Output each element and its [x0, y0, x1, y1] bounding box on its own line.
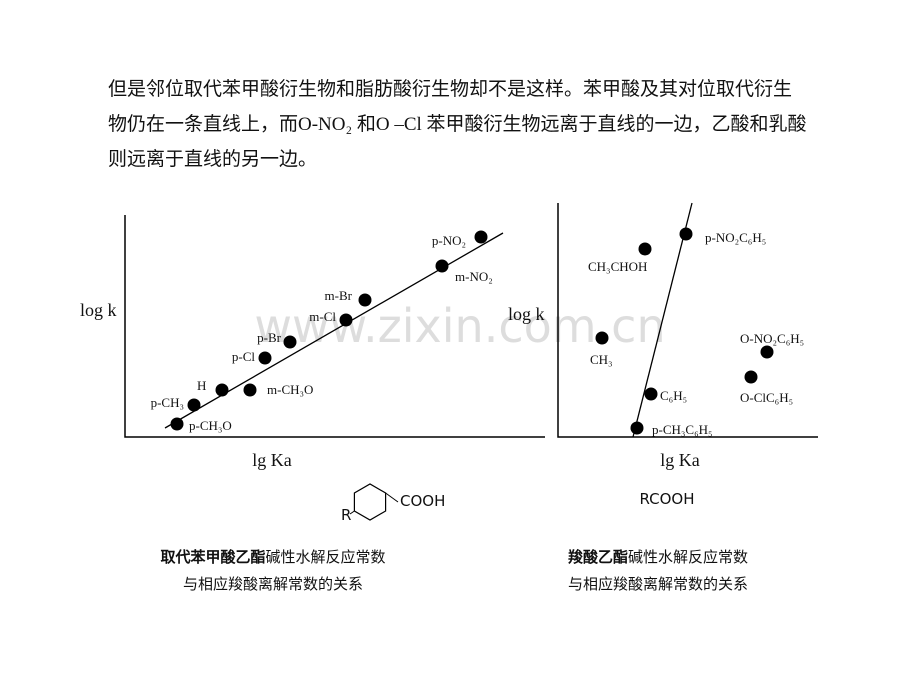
- data-point: [679, 227, 693, 241]
- paragraph: 但是邻位取代苯甲酸衍生物和脂肪酸衍生物却不是这样。苯甲酸及其对位取代衍生物仍在一…: [108, 79, 807, 170]
- data-point: [215, 383, 229, 397]
- point-label: m-CH₃O: [267, 382, 313, 397]
- formula: RCOOH: [639, 490, 694, 508]
- substituent: R: [341, 506, 351, 524]
- data-point: [474, 230, 488, 244]
- data-point: [283, 335, 297, 349]
- point-label: p-NO₂: [432, 233, 466, 248]
- data-point: [644, 387, 658, 401]
- point-label: p-CH₃O: [189, 418, 232, 433]
- axes: [124, 215, 545, 438]
- y-axis-label: log k: [508, 304, 545, 324]
- caption-bold: 取代苯甲酸乙酯: [160, 548, 265, 566]
- data-point: [630, 421, 644, 435]
- benzene-ring: [353, 483, 387, 521]
- data-point: [595, 331, 609, 345]
- point-label: CH₃: [590, 352, 613, 367]
- point-label: CH₃CHOH: [588, 259, 647, 274]
- trend-line: [632, 202, 693, 438]
- data-point: [638, 242, 652, 256]
- point-label: p-CH₃C₆H₅: [652, 422, 713, 437]
- caption: 取代苯甲酸乙酯碱性水解反应常数: [160, 548, 385, 566]
- point-label: H: [197, 378, 206, 393]
- caption-rest: 碱性水解反应常数: [266, 548, 386, 566]
- watermark: www.zixin.com.cn: [254, 299, 665, 353]
- point-label: p-Br: [257, 330, 282, 345]
- caption-line2: 与相应羧酸离解常数的关系: [183, 575, 363, 593]
- data-point: [760, 345, 774, 359]
- point-label: m-Cl: [309, 309, 336, 324]
- caption-line2: 与相应羧酸离解常数的关系: [568, 575, 748, 593]
- bond: [385, 492, 399, 503]
- axes: [557, 203, 818, 438]
- point-label: m-NO₂: [455, 269, 493, 284]
- caption: 羧酸乙酯碱性水解反应常数: [568, 548, 748, 566]
- y-axis-label: log k: [80, 300, 117, 320]
- x-axis-label: lg Ka: [252, 450, 292, 470]
- point-label: p-CH₃: [151, 395, 184, 410]
- data-point: [243, 383, 257, 397]
- caption-bold: 羧酸乙酯: [568, 548, 628, 566]
- point-label: O-NO₂C₆H₅: [740, 331, 804, 346]
- data-point: [435, 259, 449, 273]
- point-label: C₆H₅: [660, 388, 687, 403]
- bond: [349, 510, 355, 515]
- point-label: p-Cl: [232, 349, 256, 364]
- point-label: p-NO₂C₆H₅: [705, 230, 766, 245]
- data-point: [170, 417, 184, 431]
- data-point: [358, 293, 372, 307]
- data-point: [258, 351, 272, 365]
- group: COOH: [400, 492, 445, 510]
- x-axis-label: lg Ka: [660, 450, 700, 470]
- point-label: O-ClC₆H₅: [740, 390, 793, 405]
- data-point: [744, 370, 758, 384]
- point-label: m-Br: [325, 288, 353, 303]
- data-point: [339, 313, 353, 327]
- data-point: [187, 398, 201, 412]
- caption-rest: 碱性水解反应常数: [628, 548, 748, 566]
